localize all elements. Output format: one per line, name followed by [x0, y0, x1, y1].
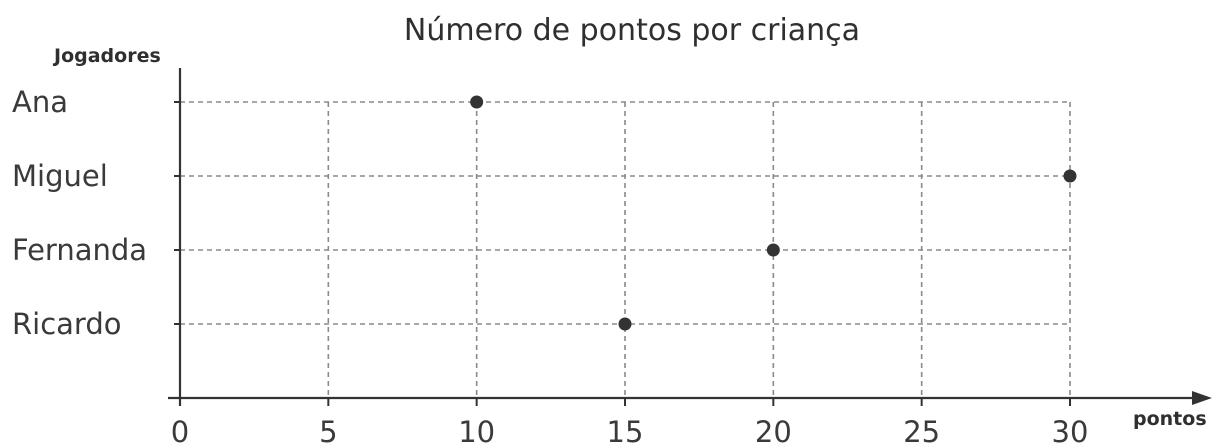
- x-tick-label: 30: [1052, 415, 1089, 444]
- axes: [168, 68, 1212, 406]
- data-points: [470, 95, 1077, 331]
- axis-labels: Ana Miguel Fernanda Ricardo 0 5 10 15 20 25 30: [12, 85, 1088, 444]
- data-point: [618, 317, 632, 331]
- data-point: [1063, 169, 1077, 183]
- y-axis-title: Jogadores: [52, 45, 161, 67]
- x-axis-arrowhead: [1192, 391, 1212, 405]
- grid-lines: [180, 101, 1071, 398]
- x-tick-label: 25: [903, 415, 940, 444]
- category-label: Ana: [12, 85, 68, 119]
- x-tick-label: 5: [319, 415, 337, 444]
- data-point: [470, 95, 484, 109]
- category-label: Ricardo: [12, 307, 122, 341]
- x-axis-title: pontos: [1133, 408, 1207, 430]
- x-tick-label: 15: [607, 415, 644, 444]
- category-label: Miguel: [12, 159, 108, 193]
- data-point: [766, 243, 780, 257]
- category-label: Fernanda: [12, 233, 147, 267]
- x-tick-label: 20: [755, 415, 792, 444]
- chart-title: Número de pontos por criança: [404, 13, 860, 48]
- x-tick-label: 0: [171, 415, 189, 444]
- x-tick-label: 10: [458, 415, 495, 444]
